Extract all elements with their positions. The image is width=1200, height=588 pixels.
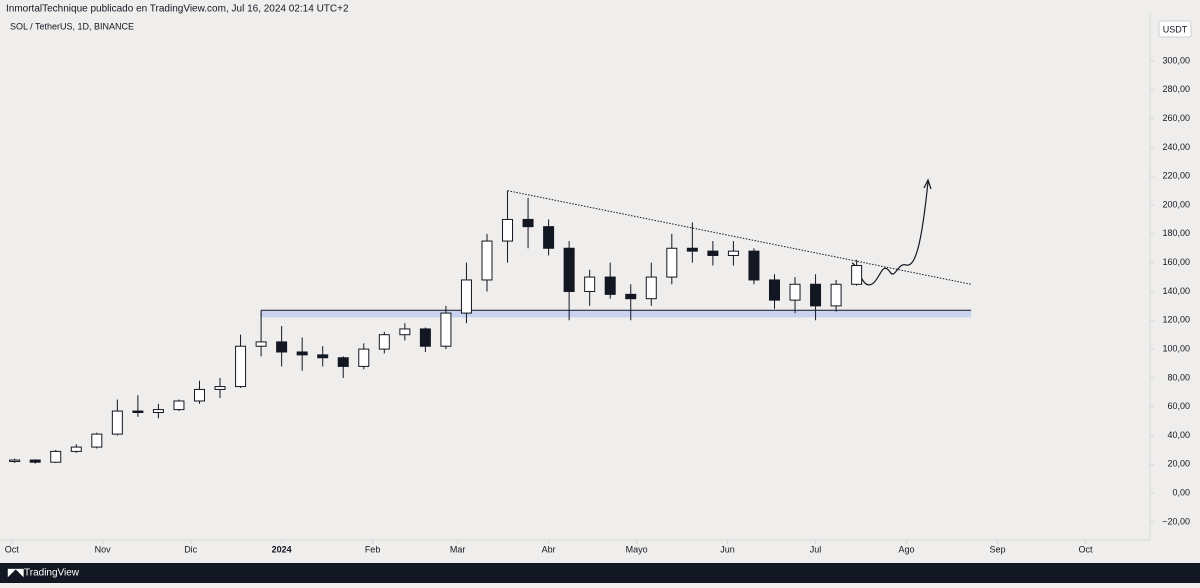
x-tick-label: Oct	[1078, 544, 1093, 554]
candle-body	[296, 351, 308, 356]
y-tick-label: 120,00	[1162, 315, 1190, 325]
projection-arrow	[923, 178, 932, 190]
y-tick-label: 220,00	[1162, 171, 1190, 181]
currency-box[interactable]	[1158, 20, 1192, 38]
candle-body	[440, 312, 452, 347]
footer: TradingView	[24, 568, 80, 579]
candle-body	[625, 293, 637, 300]
support-zone	[261, 310, 972, 318]
y-tick-label: 20,00	[1167, 459, 1190, 469]
x-tick-label: Abr	[542, 544, 556, 554]
candle-body	[543, 226, 555, 249]
candle-body	[789, 283, 801, 301]
projection-curve	[851, 181, 929, 286]
candle-body	[563, 247, 575, 292]
candle-body	[748, 250, 760, 281]
candle-body	[255, 341, 267, 347]
y-tick-label: 0,00	[1172, 488, 1190, 498]
candle-body	[810, 283, 822, 307]
y-tick-label: 300,00	[1162, 55, 1190, 65]
candle-body	[707, 250, 719, 256]
candle-body	[419, 328, 431, 347]
candle-body	[9, 459, 21, 462]
candle-body	[235, 345, 247, 388]
candle-body	[29, 459, 41, 463]
y-tick-label: 200,00	[1162, 199, 1190, 209]
candle-body	[522, 218, 534, 228]
candle-body	[317, 354, 329, 359]
y-tick-label: 140,00	[1162, 286, 1190, 296]
x-tick-label: Feb	[365, 544, 381, 554]
candle-body	[173, 400, 185, 411]
candle-body	[132, 410, 144, 413]
candle-body	[502, 218, 514, 242]
candle-body	[214, 386, 226, 390]
footer-logo: ◤◥	[7, 568, 24, 579]
y-tick-label: 100,00	[1162, 343, 1190, 353]
candle-body	[645, 276, 657, 300]
x-tick-label: Mayo	[626, 544, 648, 554]
candle-body	[378, 334, 390, 350]
x-tick-label: Oct	[5, 544, 20, 554]
candle-body	[50, 450, 62, 463]
x-tick-label: Nov	[95, 544, 112, 554]
candle-body	[91, 433, 103, 448]
background	[0, 0, 1200, 563]
candle-body	[460, 279, 472, 314]
candle-body	[152, 409, 164, 413]
candle-body	[686, 247, 698, 252]
candle-body	[604, 276, 616, 295]
candle-body	[584, 276, 596, 292]
candle-body	[768, 279, 780, 301]
x-tick-label: Sep	[989, 544, 1005, 554]
trendline	[507, 190, 972, 285]
candle-body	[851, 265, 863, 285]
x-tick-label: Mar	[450, 544, 466, 554]
chart-title: SOL / TetherUS, 1D, BINANCE	[10, 21, 134, 31]
x-tick-label: Dic	[184, 544, 197, 554]
y-tick-label: 260,00	[1162, 113, 1190, 123]
y-tick-label: 40,00	[1167, 430, 1190, 440]
candle-body	[70, 446, 82, 452]
candle-body	[111, 410, 123, 435]
y-tick-label: 240,00	[1162, 142, 1190, 152]
x-tick-label: 2024	[272, 544, 292, 554]
candle-body	[666, 247, 678, 278]
x-tick-label: Jun	[720, 544, 735, 554]
y-tick-label: 160,00	[1162, 257, 1190, 267]
x-tick-label: Ago	[898, 544, 914, 554]
candle-body	[830, 283, 842, 307]
candle-body	[481, 240, 493, 281]
candle-body	[358, 348, 370, 367]
candle-body	[193, 388, 205, 402]
y-tick-label: 280,00	[1162, 84, 1190, 94]
y-tick-label: 180,00	[1162, 228, 1190, 238]
currency: USDT	[1163, 24, 1188, 34]
candle-body	[276, 341, 288, 353]
y-tick-label: −20,00	[1162, 516, 1190, 526]
candle-body	[337, 357, 349, 367]
footer-bar	[0, 563, 1200, 583]
y-tick-label: 60,00	[1167, 401, 1190, 411]
y-tick-label: 80,00	[1167, 372, 1190, 382]
candle-body	[399, 328, 411, 336]
header: InmortalTechnique publicado en TradingVi…	[6, 4, 349, 15]
candle-body	[727, 250, 739, 256]
x-tick-label: Jul	[810, 544, 822, 554]
